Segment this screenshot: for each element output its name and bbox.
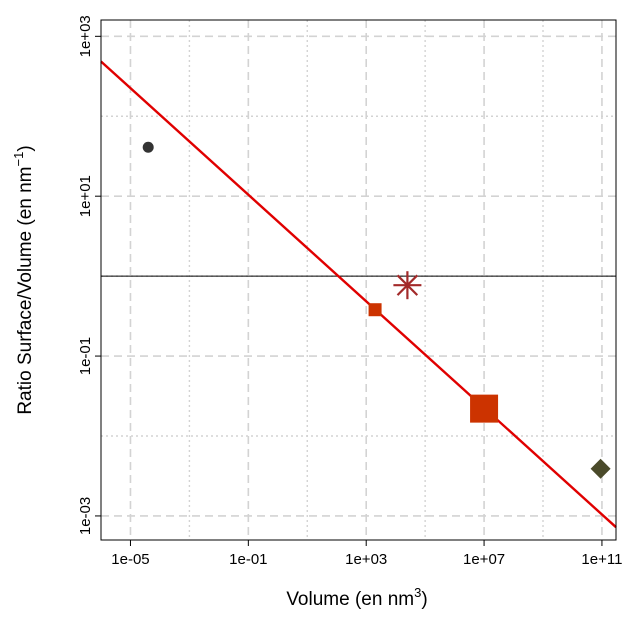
y-tick-label: 1e-01 xyxy=(77,337,94,375)
data-point-asterisk xyxy=(393,271,422,300)
data-points xyxy=(142,141,611,479)
y-tick-label: 1e-03 xyxy=(77,497,94,535)
x-tick-label: 1e-05 xyxy=(111,551,149,568)
data-point-square-large xyxy=(470,394,499,423)
data-point-square-small xyxy=(368,303,382,317)
y-tick-label: 1e+03 xyxy=(77,15,94,57)
grid xyxy=(101,20,616,540)
x-tick-label: 1e+03 xyxy=(345,551,387,568)
x-tick-label: 1e+11 xyxy=(581,551,622,568)
plot-frame xyxy=(100,19,617,541)
x-tick-label: 1e-01 xyxy=(229,551,267,568)
fit-line xyxy=(100,60,617,529)
data-point-diamond xyxy=(590,458,611,479)
data-point-circle xyxy=(142,141,154,153)
asterisk-stroke xyxy=(396,274,419,296)
axes: 1e-05 1e-01 1e+03 1e+07 1e+11 1e-03 1e-01 1e+01… xyxy=(77,15,622,568)
x-tick-label: 1e+07 xyxy=(463,551,505,568)
y-tick-label: 1e+01 xyxy=(77,175,94,217)
x-axis-title: Volume (en nm3) xyxy=(286,585,427,610)
y-axis-title: Ratio Surface/Volume (en nm−1) xyxy=(11,145,36,414)
